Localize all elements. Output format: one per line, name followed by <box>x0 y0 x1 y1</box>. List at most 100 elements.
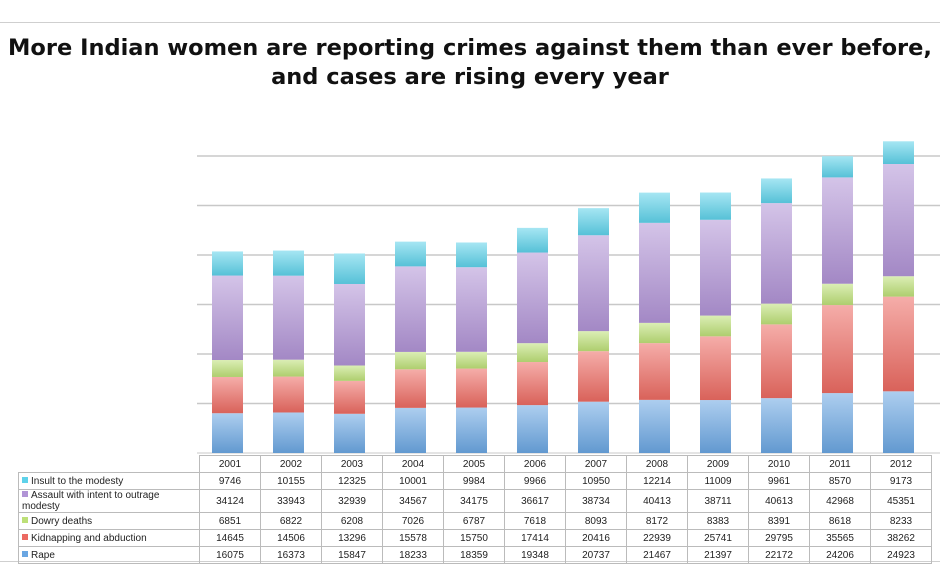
data-label: 9966 <box>504 472 566 490</box>
data-label: 20416 <box>565 529 627 547</box>
bar-kidnapping-and-abduction-2008 <box>639 343 670 400</box>
data-label: 21397 <box>687 546 749 564</box>
table-row: Rape 16075 16373 15847 18233 18359 19348 20737 2… <box>18 546 932 564</box>
bar-assault-with-intent-to-outrage-modesty-2006 <box>517 252 548 344</box>
data-label: 22939 <box>626 529 688 547</box>
data-label: 14645 <box>199 529 261 547</box>
data-label: 38734 <box>565 489 627 513</box>
chart-title: More Indian women are reporting crimes a… <box>8 35 932 90</box>
data-label: 10950 <box>565 472 627 490</box>
data-label: 8570 <box>809 472 871 490</box>
bar-kidnapping-and-abduction-2001 <box>212 376 243 414</box>
data-label: 33943 <box>260 489 322 513</box>
data-label: 34175 <box>443 489 505 513</box>
legend-swatch <box>22 516 28 523</box>
bar-assault-with-intent-to-outrage-modesty-2005 <box>456 267 487 352</box>
data-label: 8383 <box>687 512 749 530</box>
bar-dowry-deaths-2009 <box>700 315 731 337</box>
data-label: 24923 <box>870 546 932 564</box>
bar-rape-2011 <box>822 393 853 453</box>
bar-kidnapping-and-abduction-2012 <box>883 296 914 392</box>
bar-assault-with-intent-to-outrage-modesty-2011 <box>822 177 853 284</box>
legend-swatch <box>22 533 28 540</box>
data-label: 38262 <box>870 529 932 547</box>
bar-dowry-deaths-2001 <box>212 360 243 377</box>
bar-insult-to-the-modesty-2011 <box>822 156 853 178</box>
bar-dowry-deaths-2004 <box>395 351 426 370</box>
bar-insult-to-the-modesty-2008 <box>639 192 670 223</box>
table-corner <box>18 455 200 473</box>
bar-kidnapping-and-abduction-2003 <box>334 380 365 414</box>
column-header: 2001 <box>199 455 261 473</box>
bar-insult-to-the-modesty-2002 <box>273 250 304 276</box>
legend-entry: Kidnapping and abduction <box>18 529 200 547</box>
data-label: 42968 <box>809 489 871 513</box>
bar-dowry-deaths-2007 <box>578 331 609 352</box>
legend-entry: Insult to the modesty <box>18 472 200 490</box>
legend-swatch <box>22 550 28 557</box>
bar-dowry-deaths-2002 <box>273 359 304 377</box>
bar-dowry-deaths-2011 <box>822 283 853 306</box>
legend-swatch <box>22 491 28 497</box>
column-header: 2007 <box>565 455 627 473</box>
data-label: 12325 <box>321 472 383 490</box>
column-header: 2002 <box>260 455 322 473</box>
data-label: 9984 <box>443 472 505 490</box>
column-header: 2008 <box>626 455 688 473</box>
data-label: 6787 <box>443 512 505 530</box>
data-label: 15847 <box>321 546 383 564</box>
table-row: Kidnapping and abduction 14645 14506 13296 1… <box>18 529 932 547</box>
data-label: 15578 <box>382 529 444 547</box>
data-label: 10001 <box>382 472 444 490</box>
data-table: 2001 2002 2003 2004 2005 2006 2007 2008 2009 2010… <box>18 455 932 564</box>
bar-insult-to-the-modesty-2006 <box>517 227 548 253</box>
data-label: 19348 <box>504 546 566 564</box>
bar-insult-to-the-modesty-2007 <box>578 208 609 236</box>
data-label: 32939 <box>321 489 383 513</box>
data-label: 36617 <box>504 489 566 513</box>
bar-rape-2007 <box>578 401 609 453</box>
legend-label: Dowry deaths <box>31 515 93 527</box>
column-header: 2011 <box>809 455 871 473</box>
data-label: 29795 <box>748 529 810 547</box>
bar-rape-2012 <box>883 391 914 453</box>
bar-rape-2009 <box>700 400 731 453</box>
data-label: 45351 <box>870 489 932 513</box>
bar-kidnapping-and-abduction-2005 <box>456 368 487 408</box>
bar-kidnapping-and-abduction-2011 <box>822 305 853 394</box>
bar-dowry-deaths-2008 <box>639 322 670 344</box>
column-header: 2004 <box>382 455 444 473</box>
bar-insult-to-the-modesty-2009 <box>700 192 731 220</box>
bar-kidnapping-and-abduction-2010 <box>761 324 792 399</box>
data-label: 14506 <box>260 529 322 547</box>
data-label: 34567 <box>382 489 444 513</box>
data-label: 18359 <box>443 546 505 564</box>
bar-insult-to-the-modesty-2010 <box>761 178 792 204</box>
bar-rape-2003 <box>334 413 365 453</box>
bar-insult-to-the-modesty-2005 <box>456 242 487 268</box>
data-label: 9746 <box>199 472 261 490</box>
data-label: 8233 <box>870 512 932 530</box>
bar-dowry-deaths-2005 <box>456 351 487 369</box>
bar-dowry-deaths-2003 <box>334 365 365 381</box>
bar-kidnapping-and-abduction-2009 <box>700 336 731 401</box>
bar-rape-2004 <box>395 407 426 453</box>
column-header: 2010 <box>748 455 810 473</box>
column-header: 2003 <box>321 455 383 473</box>
legend-entry: Rape <box>18 546 200 564</box>
data-label: 8618 <box>809 512 871 530</box>
data-label: 18233 <box>382 546 444 564</box>
bar-dowry-deaths-2010 <box>761 303 792 325</box>
table-row: Dowry deaths 6851 6822 6208 7026 6787 7618 8093… <box>18 512 932 530</box>
bar-rape-2005 <box>456 407 487 453</box>
data-label: 16075 <box>199 546 261 564</box>
data-label: 22172 <box>748 546 810 564</box>
data-label: 15750 <box>443 529 505 547</box>
bar-insult-to-the-modesty-2012 <box>883 141 914 164</box>
data-label: 6851 <box>199 512 261 530</box>
bar-assault-with-intent-to-outrage-modesty-2002 <box>273 275 304 360</box>
column-header: 2006 <box>504 455 566 473</box>
column-header: 2012 <box>870 455 932 473</box>
bar-kidnapping-and-abduction-2007 <box>578 351 609 402</box>
